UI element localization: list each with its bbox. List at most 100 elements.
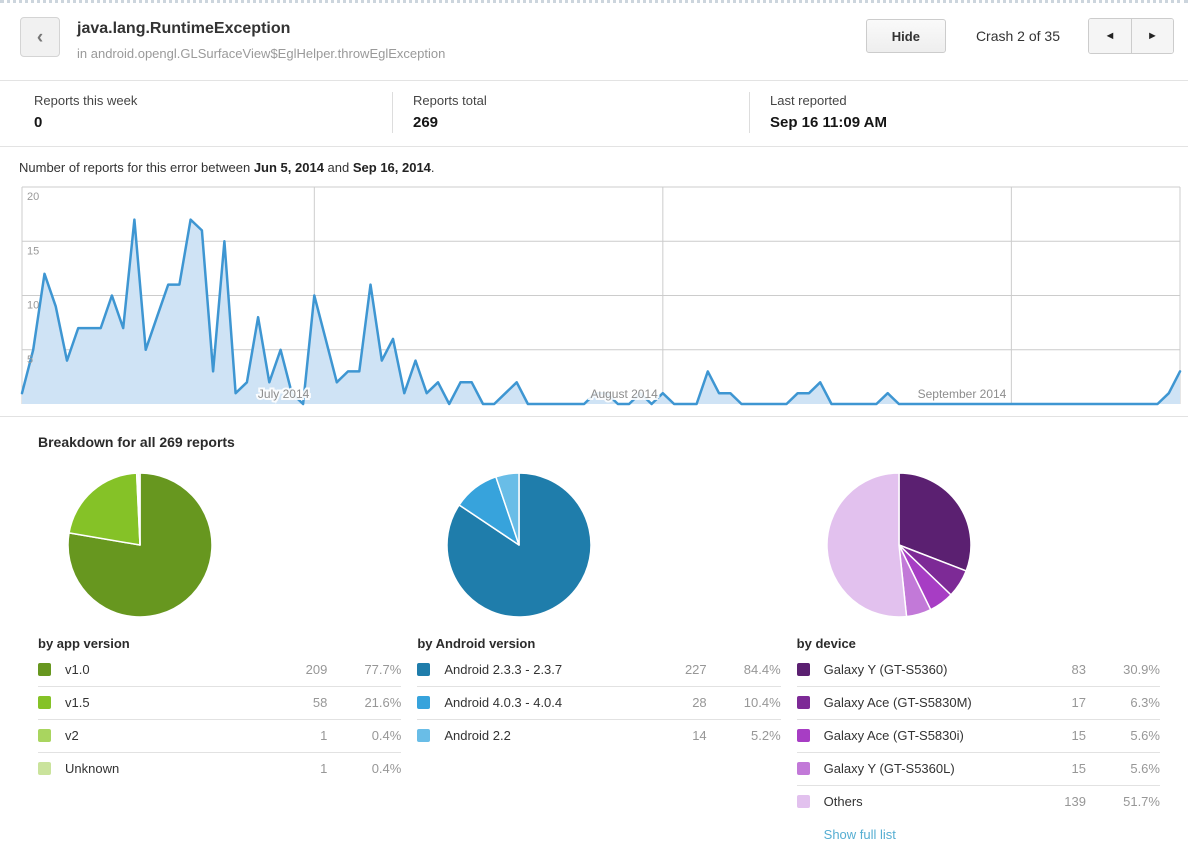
crash-counter: Crash 2 of 35 bbox=[975, 28, 1060, 44]
intro-text: . bbox=[430, 160, 435, 175]
next-crash-button[interactable]: ► bbox=[1131, 19, 1173, 53]
reports-area-fill bbox=[22, 219, 1180, 404]
hide-button[interactable]: Hide bbox=[865, 19, 946, 53]
breakdown-col-app-version: by app version v1.0 209 77.7% v1.5 58 21.6% v2… bbox=[38, 470, 402, 844]
pie-chart-device bbox=[825, 472, 972, 618]
breakdown-col-title: by app version bbox=[38, 636, 130, 651]
report-count: 15 bbox=[1025, 752, 1086, 786]
pie-slice-4 bbox=[825, 472, 907, 618]
legend-swatch bbox=[796, 795, 810, 808]
report-percent: 21.6% bbox=[327, 686, 402, 720]
stat-reports-total: Reports total 269 bbox=[392, 92, 749, 133]
breakdown-table: Android 2.3.3 - 2.3.7 227 84.4% Android 4.0… bbox=[417, 654, 781, 752]
report-count: 1 bbox=[267, 719, 328, 753]
intro-end-date: Sep 16, 2014 bbox=[352, 160, 431, 175]
stats-row: Reports this week 0 Reports total 269 La… bbox=[0, 81, 1188, 147]
legend-swatch bbox=[417, 729, 431, 742]
y-tick-label: 20 bbox=[27, 191, 39, 203]
pie-chart-android-version bbox=[446, 472, 593, 618]
report-percent: 30.9% bbox=[1123, 662, 1160, 677]
report-count: 209 bbox=[305, 662, 328, 677]
legend-label: v1.5 bbox=[65, 695, 90, 710]
month-label: September 2014 bbox=[918, 387, 1007, 401]
breakdown-row: Galaxy Y (GT-S5360L) 15 5.6% bbox=[796, 752, 1160, 786]
breakdown-row: v1.5 58 21.6% bbox=[38, 686, 402, 720]
report-count: 83 bbox=[1071, 662, 1086, 677]
pie-slice-3 bbox=[137, 472, 141, 546]
pie-slice-2 bbox=[495, 472, 521, 546]
stat-label: Reports this week bbox=[34, 93, 138, 108]
breakdown-row: v2 1 0.4% bbox=[38, 719, 402, 753]
back-button[interactable]: ‹ bbox=[20, 17, 60, 57]
breakdown-table: v1.0 209 77.7% v1.5 58 21.6% v2 1 0.4% Unknown 1 0.… bbox=[38, 654, 402, 785]
legend-swatch bbox=[796, 762, 810, 775]
breakdown-row: Android 4.0.3 - 4.0.4 28 10.4% bbox=[417, 686, 781, 720]
report-percent: 5.6% bbox=[1085, 719, 1160, 753]
breakdown-col-title: by Android version bbox=[417, 636, 536, 651]
show-full-list-link[interactable]: Show full list bbox=[823, 827, 896, 842]
legend-swatch bbox=[38, 762, 51, 775]
stat-reports-this-week: Reports this week 0 bbox=[0, 92, 392, 133]
previous-crash-button[interactable]: ◄ bbox=[1089, 19, 1131, 53]
month-label: August 2014 bbox=[590, 387, 658, 401]
month-label-halo: August 2014 bbox=[590, 387, 658, 401]
intro-text: and bbox=[323, 160, 353, 175]
header-controls: Hide Crash 2 of 35 ◄ ► bbox=[865, 15, 1174, 54]
report-count: 28 bbox=[646, 686, 707, 720]
y-tick-label: 15 bbox=[27, 245, 39, 257]
breakdown-row: Android 2.3.3 - 2.3.7 227 84.4% bbox=[417, 654, 781, 687]
reports-line bbox=[20, 218, 1182, 406]
report-percent: 5.6% bbox=[1085, 752, 1160, 786]
legend-label: Galaxy Ace (GT-S5830i) bbox=[823, 728, 964, 743]
report-percent: 0.4% bbox=[327, 752, 402, 785]
breakdown-columns: by app version v1.0 209 77.7% v1.5 58 21.6% v2… bbox=[0, 450, 1188, 864]
intro-text: Number of reports for this error between bbox=[19, 160, 254, 175]
stat-label: Last reported bbox=[770, 93, 847, 108]
breakdown-row: Others 139 51.7% bbox=[796, 785, 1160, 818]
legend-swatch bbox=[417, 696, 431, 709]
report-percent: 77.7% bbox=[364, 662, 402, 677]
intro-start-date: Jun 5, 2014 bbox=[253, 160, 324, 175]
pie-chart-app-version bbox=[67, 472, 213, 618]
report-count: 1 bbox=[267, 752, 328, 785]
report-percent: 51.7% bbox=[1085, 785, 1160, 818]
report-percent: 10.4% bbox=[706, 686, 781, 720]
report-count: 15 bbox=[1025, 719, 1086, 753]
legend-label: Galaxy Y (GT-S5360L) bbox=[823, 761, 955, 776]
crash-header: ‹ java.lang.RuntimeException in android.… bbox=[0, 3, 1188, 81]
report-count: 227 bbox=[684, 662, 707, 677]
page-title: java.lang.RuntimeException bbox=[77, 20, 291, 37]
breakdown-col-android-version: by Android version Android 2.3.3 - 2.3.7… bbox=[417, 470, 781, 844]
legend-label: v1.0 bbox=[65, 662, 90, 677]
legend-swatch bbox=[38, 696, 51, 709]
legend-label: Android 2.3.3 - 2.3.7 bbox=[444, 662, 563, 677]
breakdown-col-title: by device bbox=[796, 636, 856, 651]
report-percent: 5.2% bbox=[706, 719, 781, 752]
crash-subtitle: in android.opengl.GLSurfaceView$EglHelpe… bbox=[77, 46, 446, 61]
legend-label: Galaxy Ace (GT-S5830M) bbox=[823, 695, 972, 710]
crash-pager: ◄ ► bbox=[1088, 18, 1174, 54]
y-tick-label: 10 bbox=[27, 300, 39, 312]
report-count: 17 bbox=[1025, 686, 1086, 720]
month-label-halo: September 2014 bbox=[918, 387, 1007, 401]
report-count: 58 bbox=[267, 686, 328, 720]
report-percent: 0.4% bbox=[327, 719, 402, 753]
y-tick-label: 5 bbox=[27, 354, 33, 366]
legend-label: Galaxy Y (GT-S5360) bbox=[823, 662, 948, 677]
chart-intro: Number of reports for this error between… bbox=[19, 160, 1188, 175]
report-count: 139 bbox=[1025, 785, 1086, 818]
pie-slice-0 bbox=[897, 472, 972, 572]
stat-value: 0 bbox=[34, 114, 43, 131]
breakdown-row: Android 2.2 14 5.2% bbox=[417, 719, 781, 752]
legend-swatch bbox=[38, 729, 51, 742]
legend-swatch bbox=[38, 663, 51, 676]
pie-slice-1 bbox=[68, 472, 141, 546]
legend-label: Others bbox=[823, 794, 863, 809]
legend-label: v2 bbox=[65, 728, 79, 743]
legend-label: Unknown bbox=[65, 761, 120, 776]
legend-swatch bbox=[796, 696, 810, 709]
legend-swatch bbox=[796, 663, 810, 676]
month-label-halo: July 2014 bbox=[258, 387, 310, 401]
report-percent: 6.3% bbox=[1085, 686, 1160, 720]
